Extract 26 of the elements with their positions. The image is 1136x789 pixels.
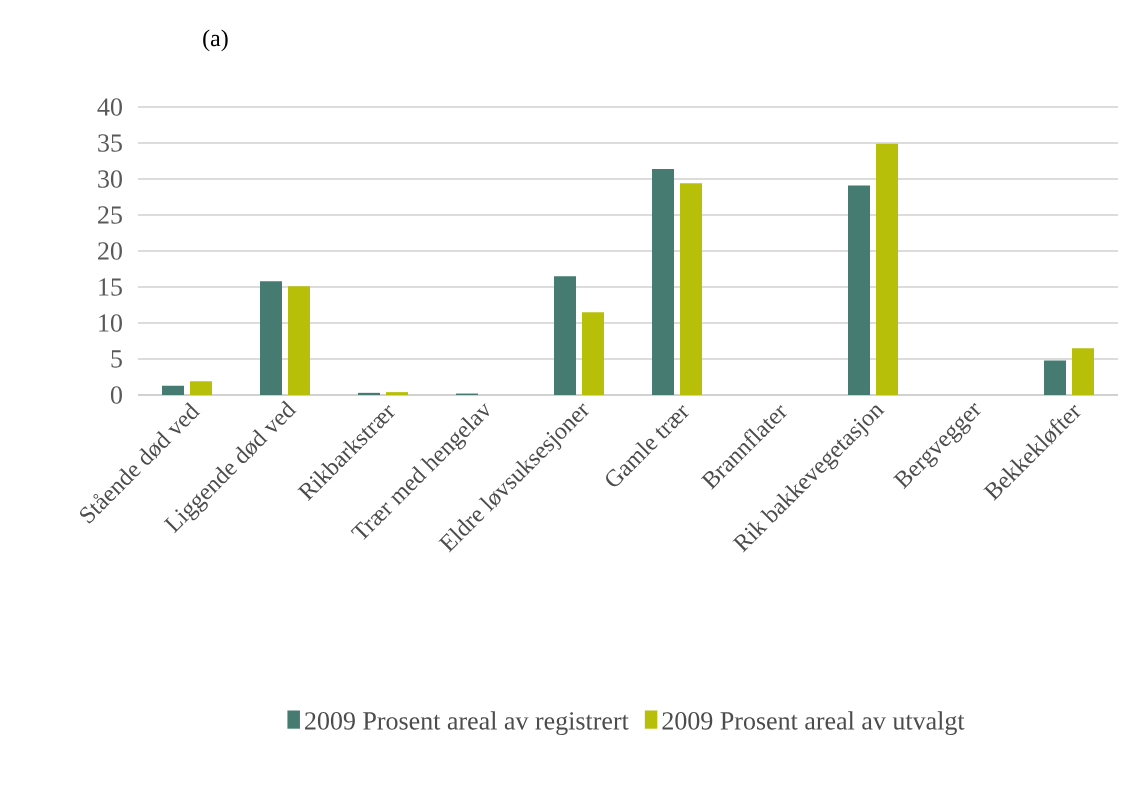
bar (848, 185, 871, 395)
bar (190, 381, 212, 395)
y-tick-label: 35 (98, 134, 122, 152)
y-tick-label: 30 (98, 170, 122, 188)
bar (652, 168, 675, 395)
chart-title: (a) (203, 29, 228, 52)
bar (288, 286, 310, 395)
legend-label: 2009 Prosent areal av utvalgt (662, 711, 965, 735)
bar (1044, 360, 1067, 395)
bar (260, 281, 283, 395)
y-tick-label: 10 (99, 314, 122, 332)
bar (386, 392, 409, 395)
bar (680, 183, 703, 395)
y-tick-label: 40 (97, 98, 122, 116)
y-tick-label: 0 (110, 386, 122, 404)
bar (582, 312, 605, 395)
y-tick-label: 20 (98, 242, 122, 260)
y-tick-label: 25 (98, 206, 122, 224)
y-tick-label: 5 (111, 350, 122, 368)
y-tick-label: 15 (99, 278, 122, 296)
bar (554, 276, 577, 395)
bar (162, 385, 184, 395)
legend-label: 2009 Prosent areal av registrert (305, 711, 629, 735)
bar (1072, 348, 1095, 395)
bar (358, 392, 381, 395)
bar (876, 143, 899, 395)
